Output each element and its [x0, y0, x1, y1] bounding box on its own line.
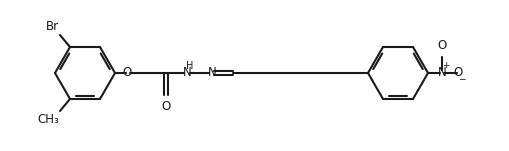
Text: +: + — [441, 61, 448, 71]
Text: O: O — [453, 66, 462, 79]
Text: CH₃: CH₃ — [37, 113, 59, 126]
Text: O: O — [437, 39, 446, 52]
Text: Br: Br — [46, 20, 59, 33]
Text: H: H — [186, 61, 193, 71]
Text: O: O — [161, 101, 171, 114]
Text: N: N — [207, 66, 216, 79]
Text: N: N — [437, 66, 445, 79]
Text: −: − — [458, 74, 465, 84]
Text: N: N — [183, 66, 191, 79]
Text: O: O — [123, 66, 132, 79]
